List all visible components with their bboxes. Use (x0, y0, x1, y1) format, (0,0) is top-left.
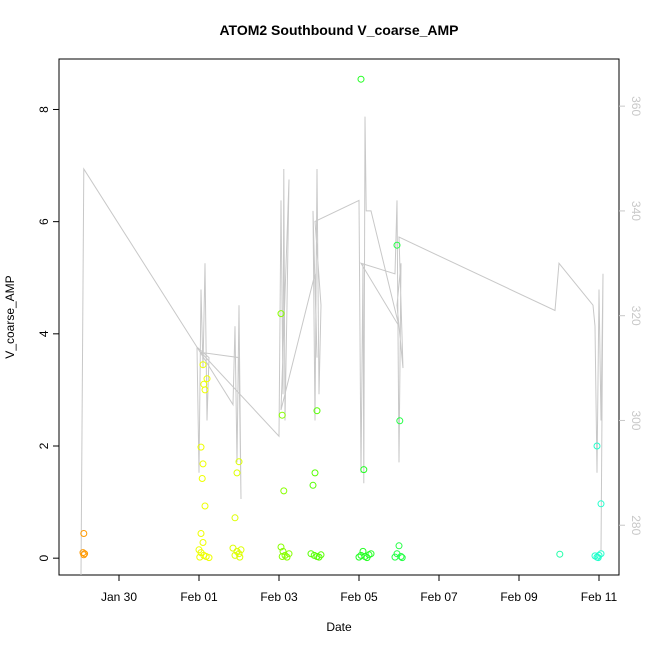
secondary-series-line (80, 116, 604, 576)
data-point (236, 553, 244, 561)
data-point (233, 547, 241, 555)
y-tick-label: 6 (37, 218, 51, 225)
data-point (278, 553, 286, 560)
data-point (360, 466, 368, 474)
data-point (396, 417, 404, 425)
y-axis-label: V_coarse_AMP (3, 275, 17, 358)
data-point (197, 443, 205, 451)
x-axis-label: Date (326, 620, 352, 634)
y-tick-label: 2 (37, 442, 51, 449)
data-point (201, 502, 209, 510)
data-point (229, 544, 237, 552)
plot-frame (58, 58, 620, 576)
data-point (393, 241, 401, 249)
y2-tick-label: 340 (629, 201, 643, 221)
data-point (196, 553, 204, 561)
y2-tick-label: 320 (629, 306, 643, 326)
data-point (200, 380, 208, 388)
data-point (280, 487, 288, 495)
data-point (205, 554, 213, 562)
x-tick-label: Feb 07 (420, 590, 458, 604)
data-point (278, 411, 286, 419)
data-point (315, 553, 323, 561)
data-point (283, 553, 291, 561)
data-point (81, 550, 89, 558)
data-point (199, 539, 207, 546)
data-point (367, 550, 375, 558)
x-tick-label: Feb 05 (340, 590, 378, 604)
data-point (395, 542, 403, 550)
data-point (235, 550, 243, 558)
data-point (398, 554, 406, 562)
x-tick-label: Feb 03 (260, 590, 298, 604)
points-layer (79, 75, 605, 562)
data-point (357, 75, 365, 83)
chart-title: ATOM2 Southbound V_coarse_AMP (219, 22, 458, 38)
data-point (309, 481, 317, 489)
secondary-line-layer (80, 116, 604, 576)
data-point (203, 375, 211, 383)
y-tick-label: 0 (37, 555, 51, 562)
x-tick-label: Feb 11 (581, 590, 618, 604)
y2-tick-label: 300 (629, 410, 643, 430)
x-tick-label: Feb 01 (180, 590, 218, 604)
data-point (199, 460, 207, 468)
data-point (355, 553, 363, 561)
data-point (231, 514, 239, 522)
data-point (277, 543, 285, 551)
data-point (231, 551, 239, 559)
data-point (199, 361, 207, 369)
data-point (80, 530, 88, 537)
data-point (237, 546, 245, 554)
x-tick-label: Feb 09 (500, 590, 538, 604)
data-point (233, 469, 241, 477)
data-point (597, 500, 605, 508)
x-axis: Jan 30 Feb 01 Feb 03 Feb 05 Feb 07 Feb 09 Feb … (101, 575, 618, 604)
data-point (313, 407, 321, 415)
data-point (317, 551, 325, 559)
data-point (594, 554, 602, 562)
data-point (357, 551, 365, 559)
data-point (556, 550, 564, 558)
y2-tick-label: 280 (629, 515, 643, 535)
data-point (279, 547, 287, 555)
y2-tick-label: 360 (629, 96, 643, 116)
data-point (285, 550, 293, 558)
y2-axis: 280 300 320 340 360 (619, 96, 643, 536)
data-point (391, 553, 399, 561)
data-point (277, 310, 285, 318)
data-point (80, 551, 88, 559)
data-point (197, 530, 205, 537)
data-point (201, 386, 209, 394)
data-point (198, 475, 206, 482)
data-point (235, 458, 243, 466)
y-tick-label: 4 (37, 330, 51, 337)
x-tick-label: Jan 30 (101, 590, 137, 604)
data-point (593, 442, 601, 450)
y-tick-label: 8 (37, 106, 51, 113)
data-point (311, 469, 319, 477)
y-axis: 0 2 4 6 8 (37, 106, 59, 562)
